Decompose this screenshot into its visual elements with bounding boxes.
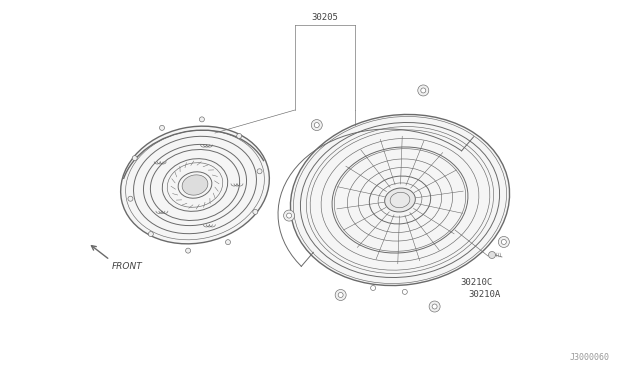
Circle shape [200, 117, 204, 122]
Circle shape [253, 209, 258, 214]
Circle shape [311, 119, 323, 131]
Circle shape [257, 169, 262, 174]
Circle shape [287, 213, 292, 218]
Circle shape [488, 251, 495, 259]
Circle shape [186, 248, 191, 253]
Ellipse shape [385, 188, 415, 212]
Circle shape [338, 292, 343, 298]
Circle shape [284, 210, 294, 221]
Ellipse shape [182, 175, 208, 195]
Circle shape [499, 237, 509, 247]
Circle shape [371, 285, 376, 291]
Circle shape [335, 289, 346, 301]
Text: J3000060: J3000060 [570, 353, 610, 362]
Text: 30210C: 30210C [460, 278, 492, 287]
Circle shape [128, 196, 133, 201]
Circle shape [237, 134, 242, 138]
Circle shape [225, 240, 230, 245]
Text: 30210A: 30210A [468, 290, 500, 299]
Circle shape [432, 304, 437, 309]
Circle shape [159, 125, 164, 130]
Circle shape [418, 85, 429, 96]
Text: 30205: 30205 [312, 13, 339, 22]
Circle shape [420, 88, 426, 93]
Text: FRONT: FRONT [112, 262, 143, 271]
Circle shape [403, 289, 407, 294]
Ellipse shape [121, 126, 269, 244]
Circle shape [501, 240, 506, 244]
Circle shape [132, 155, 137, 161]
Circle shape [429, 301, 440, 312]
Ellipse shape [291, 115, 509, 286]
Circle shape [148, 231, 154, 237]
Circle shape [314, 122, 319, 128]
